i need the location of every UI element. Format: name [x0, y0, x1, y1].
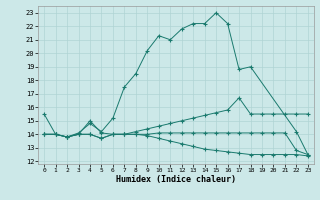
- X-axis label: Humidex (Indice chaleur): Humidex (Indice chaleur): [116, 175, 236, 184]
